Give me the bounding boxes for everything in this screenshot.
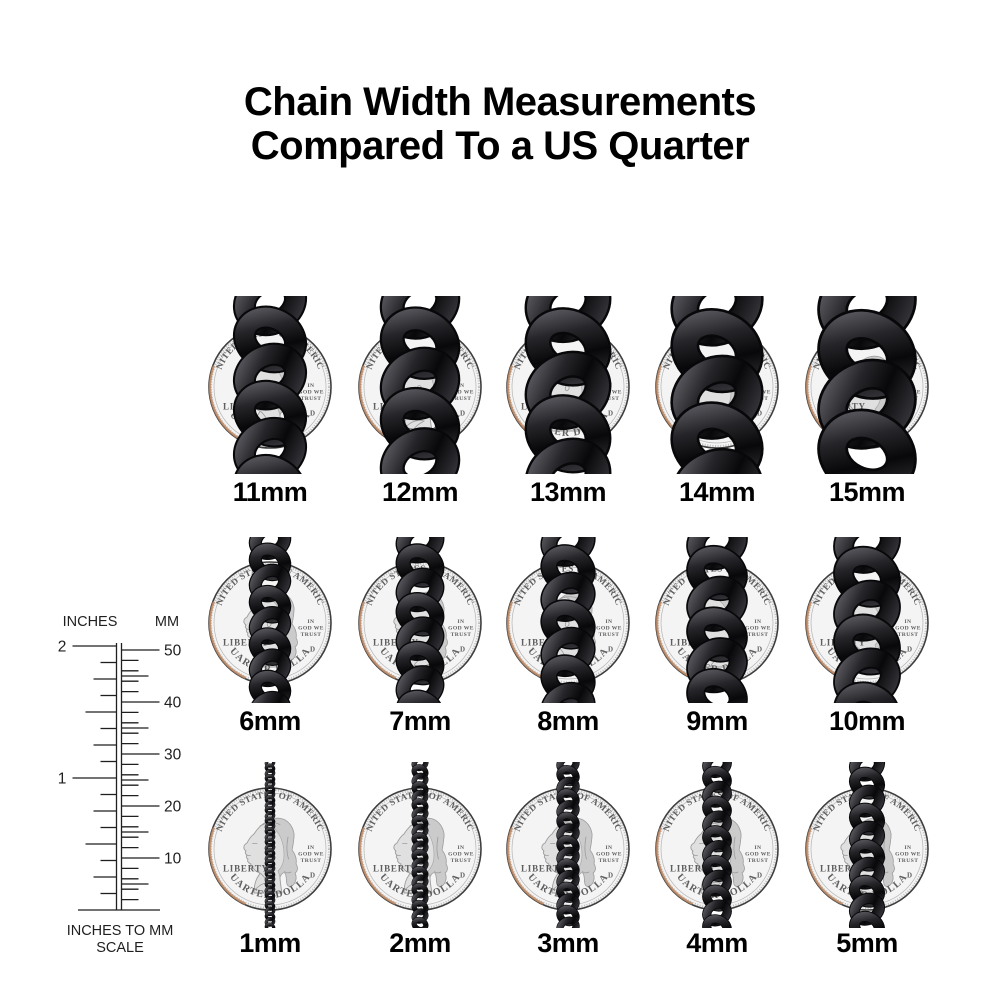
ruler-mm-label: 40 (164, 695, 182, 712)
chain-size-label: 10mm (828, 706, 906, 736)
ruler-inches-heading: INCHES (63, 614, 118, 630)
chain-sample-cell-3mm: 3mm (493, 762, 643, 960)
ruler-caption-line-1: INCHES TO MM (67, 923, 174, 939)
chain-sample-cell-12mm: 12mm (345, 296, 495, 509)
title-line-2: Compared To a US Quarter (250, 124, 750, 168)
chain-overlay-image-6mm (248, 537, 292, 703)
chain-overlay-image-10mm (833, 537, 901, 703)
chain-overlay-image-15mm (817, 296, 917, 474)
chain-overlay-image-1mm (264, 762, 276, 928)
chain-overlay-image-5mm (848, 762, 886, 928)
chain-sample-cell-7mm: 7mm (345, 537, 495, 738)
chain-overlay-image-7mm (395, 537, 445, 703)
inches-to-mm-ruler: INCHES MM 50 40 30 20 10 2 1 INCHES TO MM SCALE (50, 605, 200, 965)
chain-overlay-image-3mm (556, 762, 580, 928)
chain-sample-cell-15mm: 15mm (792, 296, 942, 509)
chain-size-label: 8mm (537, 706, 599, 736)
chain-sample-cell-6mm: 6mm (195, 537, 345, 738)
chain-sample-cell-9mm: 9mm (642, 537, 792, 738)
chain-sample-cell-2mm: 2mm (345, 762, 495, 960)
chain-size-label: 2mm (389, 928, 451, 958)
chain-overlay-image-8mm (540, 537, 596, 703)
chain-overlay-image-11mm (232, 296, 308, 474)
chain-size-label: 7mm (389, 706, 451, 736)
chain-size-label: 14mm (678, 477, 756, 507)
chain-size-label: 4mm (686, 928, 748, 958)
title-line-1: Chain Width Measurements (243, 80, 757, 124)
chain-size-label: 12mm (381, 477, 459, 507)
chain-overlay-image-13mm (524, 296, 612, 474)
chain-size-label: 1mm (239, 928, 301, 958)
ruler-caption-line-2: SCALE (96, 940, 144, 956)
chain-sample-cell-11mm: 11mm (195, 296, 345, 509)
ruler-mm-label: 10 (164, 851, 182, 868)
chain-sample-cell-10mm: 10mm (792, 537, 942, 738)
chain-size-label: 3mm (537, 928, 599, 958)
chain-sample-cell-5mm: 5mm (792, 762, 942, 960)
chain-overlay-image-2mm (411, 762, 429, 928)
chain-sample-cell-14mm: 14mm (642, 296, 792, 509)
ruler-inch-label: 1 (58, 771, 67, 788)
ruler-mm-label: 30 (164, 747, 182, 764)
chain-overlay-image-4mm (702, 762, 732, 928)
page-title: Chain Width Measurements Compared To a U… (0, 80, 1000, 168)
chain-size-label: 5mm (836, 928, 898, 958)
chain-sample-cell-13mm: 13mm (493, 296, 643, 509)
chain-size-label: 15mm (828, 477, 906, 507)
ruler-ticks (72, 643, 160, 911)
chain-overlay-image-9mm (686, 537, 748, 703)
chain-sample-cell-1mm: 1mm (195, 762, 345, 960)
ruler-inch-label: 2 (58, 639, 67, 656)
chain-sample-cell-4mm: 4mm (642, 762, 792, 960)
ruler-mm-label: 50 (164, 643, 182, 660)
chain-overlay-image-12mm (379, 296, 461, 474)
chain-size-label: 13mm (529, 477, 607, 507)
ruler-mm-label: 20 (164, 799, 182, 816)
chain-size-label: 6mm (239, 706, 301, 736)
chain-size-label: 11mm (232, 477, 308, 507)
ruler-mm-heading: MM (155, 614, 179, 630)
chain-overlay-image-14mm (670, 296, 764, 474)
chain-size-label: 9mm (686, 706, 748, 736)
chain-sample-cell-8mm: 8mm (493, 537, 643, 738)
